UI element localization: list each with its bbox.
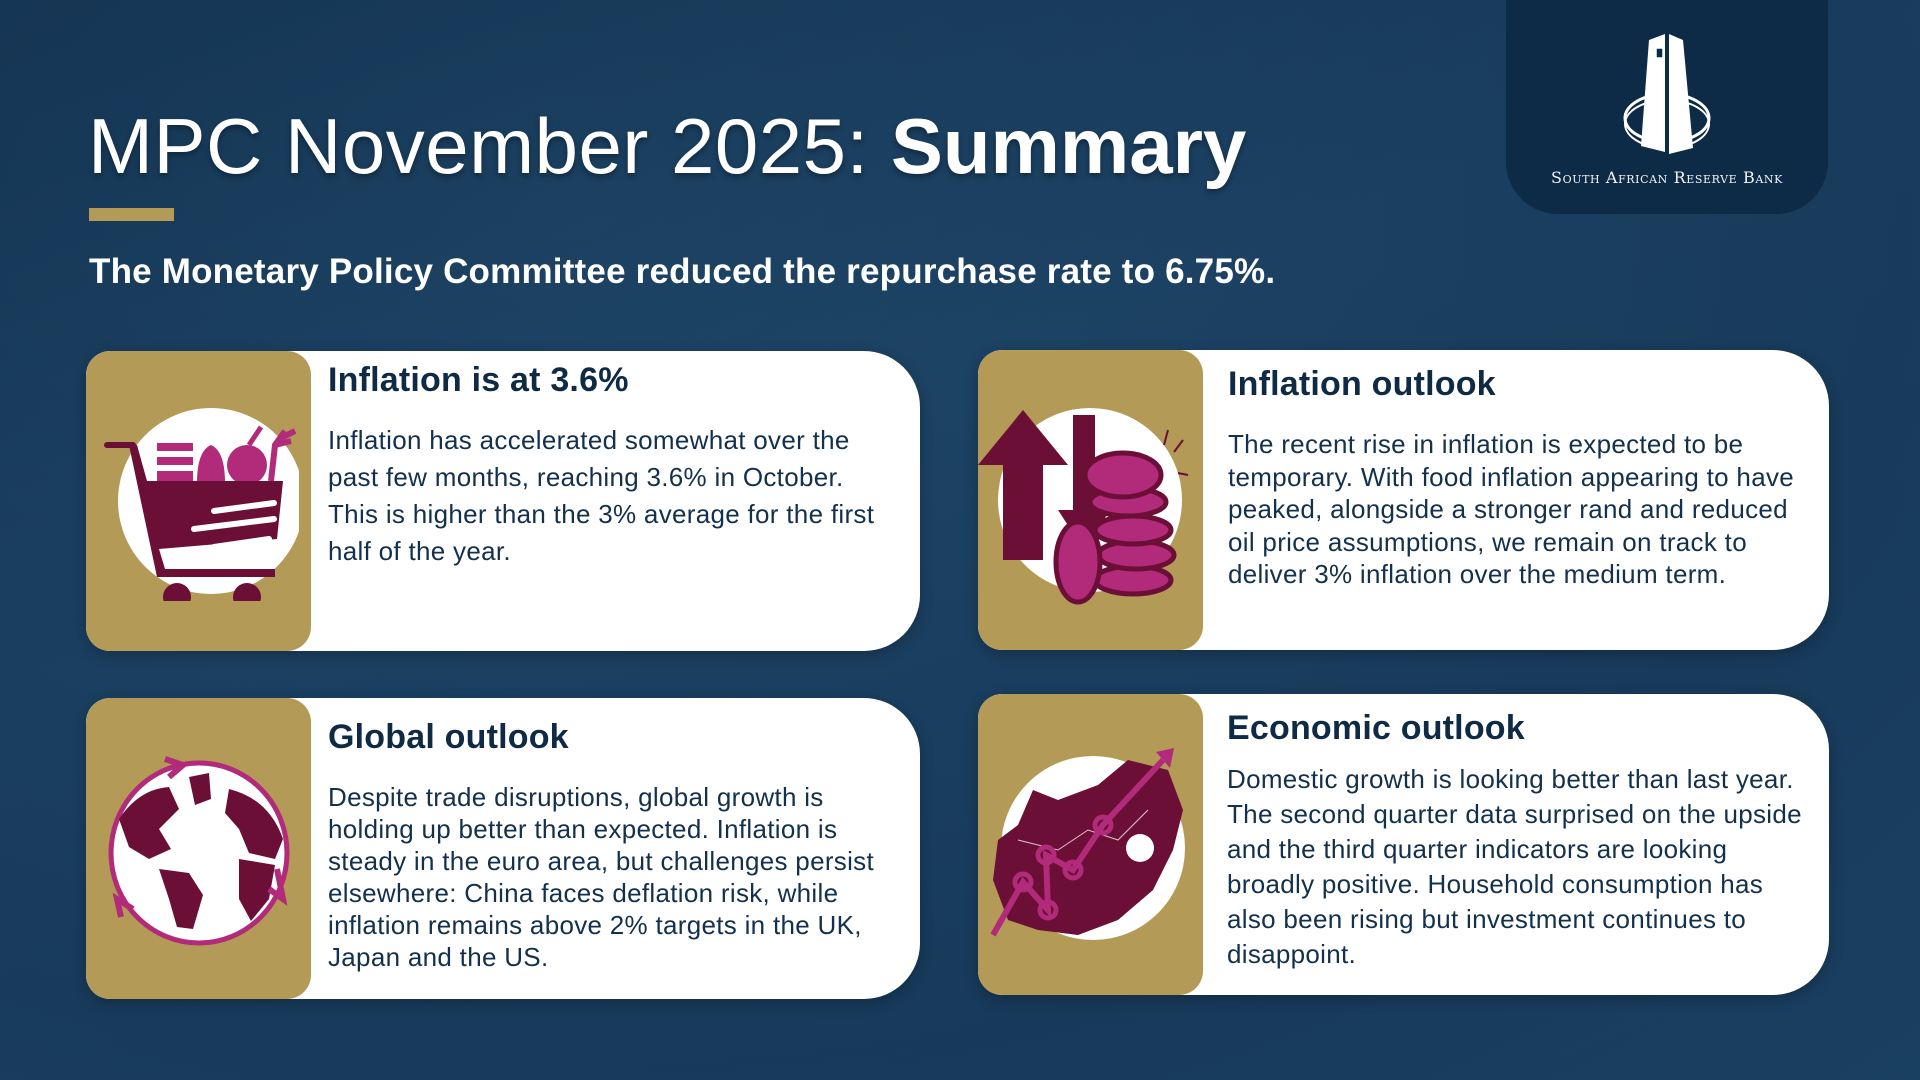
card-icon-panel xyxy=(86,351,311,651)
card-economic-outlook: Economic outlook Domestic growth is look… xyxy=(978,694,1829,995)
card-icon-panel xyxy=(978,350,1203,650)
card-heading: Inflation is at 3.6% xyxy=(328,361,629,399)
card-heading: Economic outlook xyxy=(1227,709,1525,747)
card-body: Global outlook Despite trade disruptions… xyxy=(328,718,908,973)
south-africa-growth-map-icon xyxy=(990,747,1185,940)
card-icon-panel xyxy=(978,694,1203,995)
page-title: MPC November 2025: Summary xyxy=(88,100,1246,194)
sarb-logo: South African Reserve Bank xyxy=(1506,0,1828,214)
card-heading: Global outlook xyxy=(328,718,569,756)
card-text: Domestic growth is looking better than l… xyxy=(1227,764,1802,969)
shopping-cart-icon xyxy=(103,408,299,601)
arrows-coins-icon xyxy=(978,408,1189,605)
card-text: The recent rise in inflation is expected… xyxy=(1228,429,1795,589)
title-light: MPC November 2025: xyxy=(88,102,891,190)
subtitle: The Monetary Policy Committee reduced th… xyxy=(89,252,1276,291)
card-global-outlook: Global outlook Despite trade disruptions… xyxy=(86,698,920,999)
title-bold: Summary xyxy=(890,102,1247,190)
card-inflation-outlook: Inflation outlook The recent rise in inf… xyxy=(978,350,1829,650)
card-body: Economic outlook Domestic growth is look… xyxy=(1227,709,1807,972)
card-text: Despite trade disruptions, global growth… xyxy=(328,782,874,972)
globe-icon xyxy=(108,755,289,945)
sarb-building-icon xyxy=(1623,34,1711,154)
logo-text: South African Reserve Bank xyxy=(1551,168,1783,187)
card-body: Inflation is at 3.6% Inflation has accel… xyxy=(328,361,888,570)
card-body: Inflation outlook The recent rise in inf… xyxy=(1228,365,1808,591)
card-heading: Inflation outlook xyxy=(1228,365,1496,403)
card-icon-panel xyxy=(86,698,311,999)
card-text: Inflation has accelerated somewhat over … xyxy=(328,425,875,566)
card-inflation-current: Inflation is at 3.6% Inflation has accel… xyxy=(86,351,920,651)
title-underline-accent xyxy=(89,208,174,221)
